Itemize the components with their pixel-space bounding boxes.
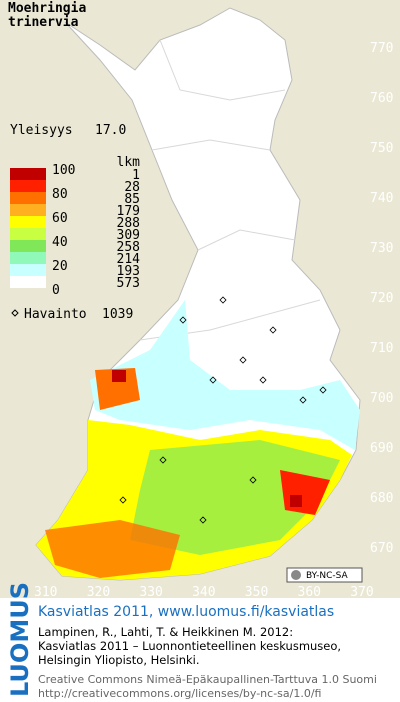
grid-label-east: 370: [350, 585, 373, 600]
grid-label-north: 770: [370, 41, 393, 56]
legend-swatch: [10, 192, 46, 204]
observation-count: 1039: [102, 307, 133, 322]
legend-count: 214: [117, 252, 141, 267]
grid-label-north: 690: [370, 441, 393, 456]
legend-scale: 100: [52, 163, 75, 178]
legend-count: 288: [117, 216, 140, 231]
legend-count: 28: [124, 180, 140, 195]
link[interactable]: Kasviatlas 2011, www.luomus.fi/kasviatla…: [38, 604, 334, 620]
occurrence-green: [130, 440, 340, 555]
frequency-value: 17.0: [95, 123, 126, 138]
occurrence-high: [45, 520, 180, 578]
citation: Lampinen, R., Lahti, T. & Heikkinen M. 2…: [38, 625, 293, 639]
legend-count: 309: [117, 228, 140, 243]
legend-swatch: [10, 276, 46, 288]
legend-scale: 80: [52, 187, 68, 202]
grid-label-east: 330: [139, 585, 162, 600]
legend-scale: 0: [52, 283, 60, 298]
grid-label-north: 720: [370, 291, 393, 306]
legend-count: 179: [117, 204, 140, 219]
citation: Kasviatlas 2011 – Luonnontieteellinen ke…: [38, 639, 341, 653]
license-badge: [286, 567, 363, 583]
species-name: trinervia: [8, 15, 79, 30]
footer-background: [0, 598, 400, 702]
logo: LUOMUS: [6, 582, 34, 697]
legend-count: 85: [124, 192, 140, 207]
cc-icon: [291, 570, 301, 580]
legend-swatch: [10, 252, 46, 264]
grid-label-east: 340: [192, 585, 215, 600]
grid-label-north: 710: [370, 341, 393, 356]
legend-count: 193: [117, 264, 140, 279]
legend-scale: 20: [52, 259, 68, 274]
grid-label-north: 700: [370, 391, 393, 406]
legend-scale: 40: [52, 235, 68, 250]
legend-swatch: [10, 216, 46, 228]
legend-count: 573: [117, 276, 140, 291]
grid-label-east: 320: [87, 585, 110, 600]
grid-labels: 770 760 750 740 730 720 710 700 690 680 670 310 320 3…: [34, 41, 393, 600]
grid-label-east: 310: [34, 585, 57, 600]
legend-count: 258: [117, 240, 140, 255]
occurrence-max: [112, 370, 126, 382]
legend-swatch: [10, 180, 46, 192]
grid-label-north: 760: [370, 91, 393, 106]
observation-label: Havainto: [24, 307, 87, 322]
species-name: Moehringia: [8, 1, 86, 16]
license-badge-text: BY-NC-SA: [306, 571, 349, 581]
legend-swatch: [10, 204, 46, 216]
grid-label-north: 750: [370, 141, 393, 156]
grid-label-north: 730: [370, 241, 393, 256]
legend-count: 1: [132, 168, 140, 183]
license: Creative Commons Nimeä-Epäkaupallinen-Ta…: [38, 673, 377, 686]
observation-dots: [119, 296, 327, 524]
legend-scale: 60: [52, 211, 68, 226]
frequency-label: Yleisyys: [10, 123, 73, 138]
occurrence-low: [90, 300, 360, 450]
grid-label-north: 740: [370, 191, 393, 206]
legend-swatch: [10, 228, 46, 240]
occurrence-high-west: [95, 368, 140, 410]
count-header: lkm: [117, 155, 141, 170]
grid-label-east: 360: [298, 585, 321, 600]
license-url[interactable]: http://creativecommons.org/licenses/by-n…: [38, 687, 321, 700]
legend-swatch: [10, 240, 46, 252]
legend-swatch: [10, 264, 46, 276]
grid-label-north: 680: [370, 491, 393, 506]
grid-label-north: 670: [370, 541, 393, 556]
observation-symbol: [11, 309, 19, 317]
citation: Helsingin Yliopisto, Helsinki.: [38, 653, 200, 667]
grid-label-east: 350: [245, 585, 268, 600]
legend-swatch: [10, 168, 46, 180]
occurrence-max: [290, 495, 302, 507]
